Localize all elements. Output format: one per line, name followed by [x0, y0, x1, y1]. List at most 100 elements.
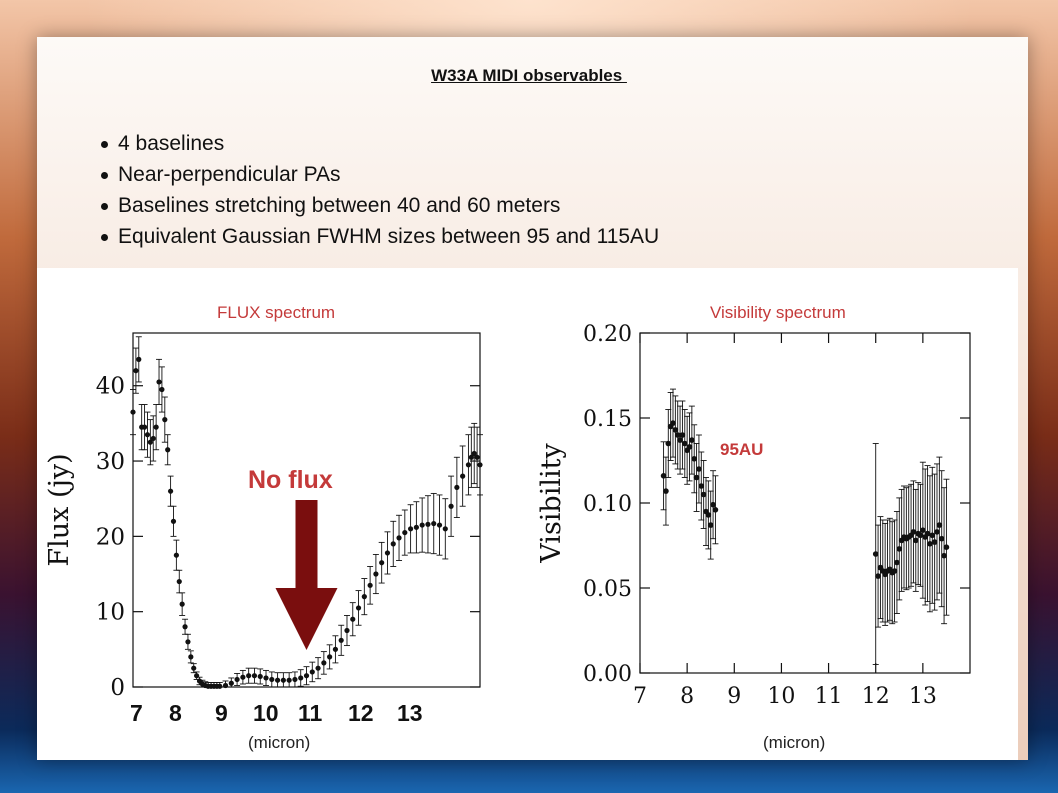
flux-y-tick-label: 30 [96, 449, 125, 475]
data-point [875, 573, 881, 579]
data-point [894, 559, 900, 566]
data-point [162, 417, 168, 423]
data-point [431, 520, 437, 527]
bullet-item: Equivalent Gaussian FWHM sizes between 9… [100, 221, 659, 252]
data-point [153, 424, 159, 430]
data-point [332, 646, 339, 652]
data-point [896, 546, 903, 552]
data-point [185, 639, 191, 645]
data-point [707, 522, 714, 528]
flux-y-tick-label: 0 [110, 675, 125, 701]
data-point [390, 541, 396, 547]
data-point [367, 582, 373, 588]
flux-x-tick-label: 11 [298, 700, 323, 726]
data-point [246, 673, 252, 679]
data-point [663, 488, 669, 494]
bullet-item: 4 baselines [100, 128, 659, 159]
data-point [179, 601, 185, 607]
flux-chart-title: FLUX spectrum [217, 303, 336, 322]
data-point [920, 527, 926, 533]
visibility-y-tick-label: 0.15 [583, 407, 632, 432]
data-point [408, 526, 414, 532]
data-point [710, 501, 716, 508]
data-point [681, 440, 688, 447]
no-flux-annotation: No flux [248, 466, 333, 494]
visibility-x-tick-label: 9 [727, 684, 741, 709]
bullet-item: Near-perpendicular PAs [100, 159, 659, 190]
data-point [182, 624, 188, 630]
data-point [384, 550, 391, 556]
data-point [468, 454, 474, 460]
data-point [396, 535, 402, 541]
data-point [941, 552, 947, 559]
data-point [665, 440, 672, 447]
slide-title: W33A MIDI observables [431, 66, 627, 85]
data-point [927, 541, 933, 547]
data-point [936, 522, 943, 528]
flux-plot-frame [132, 332, 481, 688]
data-point [686, 444, 693, 450]
data-point [286, 677, 292, 683]
flux-y-axis-label: Flux (jy) [44, 453, 75, 566]
data-point [670, 420, 676, 426]
flux-x-tick-label: 8 [169, 700, 182, 726]
data-point [698, 483, 705, 489]
data-point [344, 627, 350, 634]
flux-x-tick-label: 9 [215, 700, 228, 726]
data-point [679, 432, 686, 438]
data-point [660, 473, 667, 479]
flux-x-axis-label: (micron) [248, 733, 311, 752]
flux-x-tick-label: 7 [130, 700, 143, 726]
data-point [943, 544, 950, 550]
data-point [413, 524, 419, 530]
data-point [689, 437, 695, 443]
data-point [931, 539, 938, 545]
data-point [402, 529, 408, 536]
bullet-item: Baselines stretching between 40 and 60 m… [100, 190, 659, 221]
data-point [917, 532, 924, 539]
data-point [130, 409, 136, 415]
data-point [442, 526, 448, 532]
data-point [170, 518, 177, 524]
data-point [176, 578, 182, 585]
data-point [350, 616, 356, 622]
data-point [303, 673, 310, 679]
data-point [677, 437, 683, 443]
data-point [173, 552, 179, 558]
size-95au-annotation: 95AU [720, 440, 764, 459]
no-flux-arrow-shaft [295, 500, 318, 592]
data-point [373, 571, 379, 577]
data-point [379, 560, 385, 566]
visibility-x-axis-label: (micron) [763, 733, 826, 752]
data-point [144, 432, 151, 438]
flux-x-tick-label: 13 [397, 700, 423, 726]
data-point [240, 674, 246, 680]
data-point [309, 669, 315, 675]
flux-x-tick-label: 12 [348, 700, 374, 726]
data-point [150, 435, 156, 442]
data-point [141, 424, 148, 430]
data-point [222, 682, 229, 689]
data-point [712, 507, 719, 513]
data-point [693, 474, 700, 481]
data-point [474, 454, 480, 460]
data-point [298, 675, 304, 681]
visibility-x-tick-label: 12 [862, 684, 890, 709]
data-point [234, 676, 240, 683]
visibility-y-tick-label: 0.10 [583, 492, 632, 517]
no-flux-arrow-head [275, 588, 338, 650]
visibility-y-axis-label: Visibility [536, 443, 567, 564]
data-point [165, 447, 171, 453]
visibility-y-tick-label: 0.20 [583, 322, 632, 347]
visibility-y-tick-label: 0.05 [583, 577, 632, 602]
data-point [269, 676, 275, 683]
charts-area [37, 268, 1018, 760]
data-point [425, 521, 431, 527]
data-point [938, 535, 945, 542]
visibility-x-tick-label: 8 [680, 684, 694, 709]
data-point [228, 680, 234, 686]
visibility-x-tick-label: 10 [767, 684, 795, 709]
data-point [460, 473, 466, 479]
data-point [929, 532, 936, 539]
